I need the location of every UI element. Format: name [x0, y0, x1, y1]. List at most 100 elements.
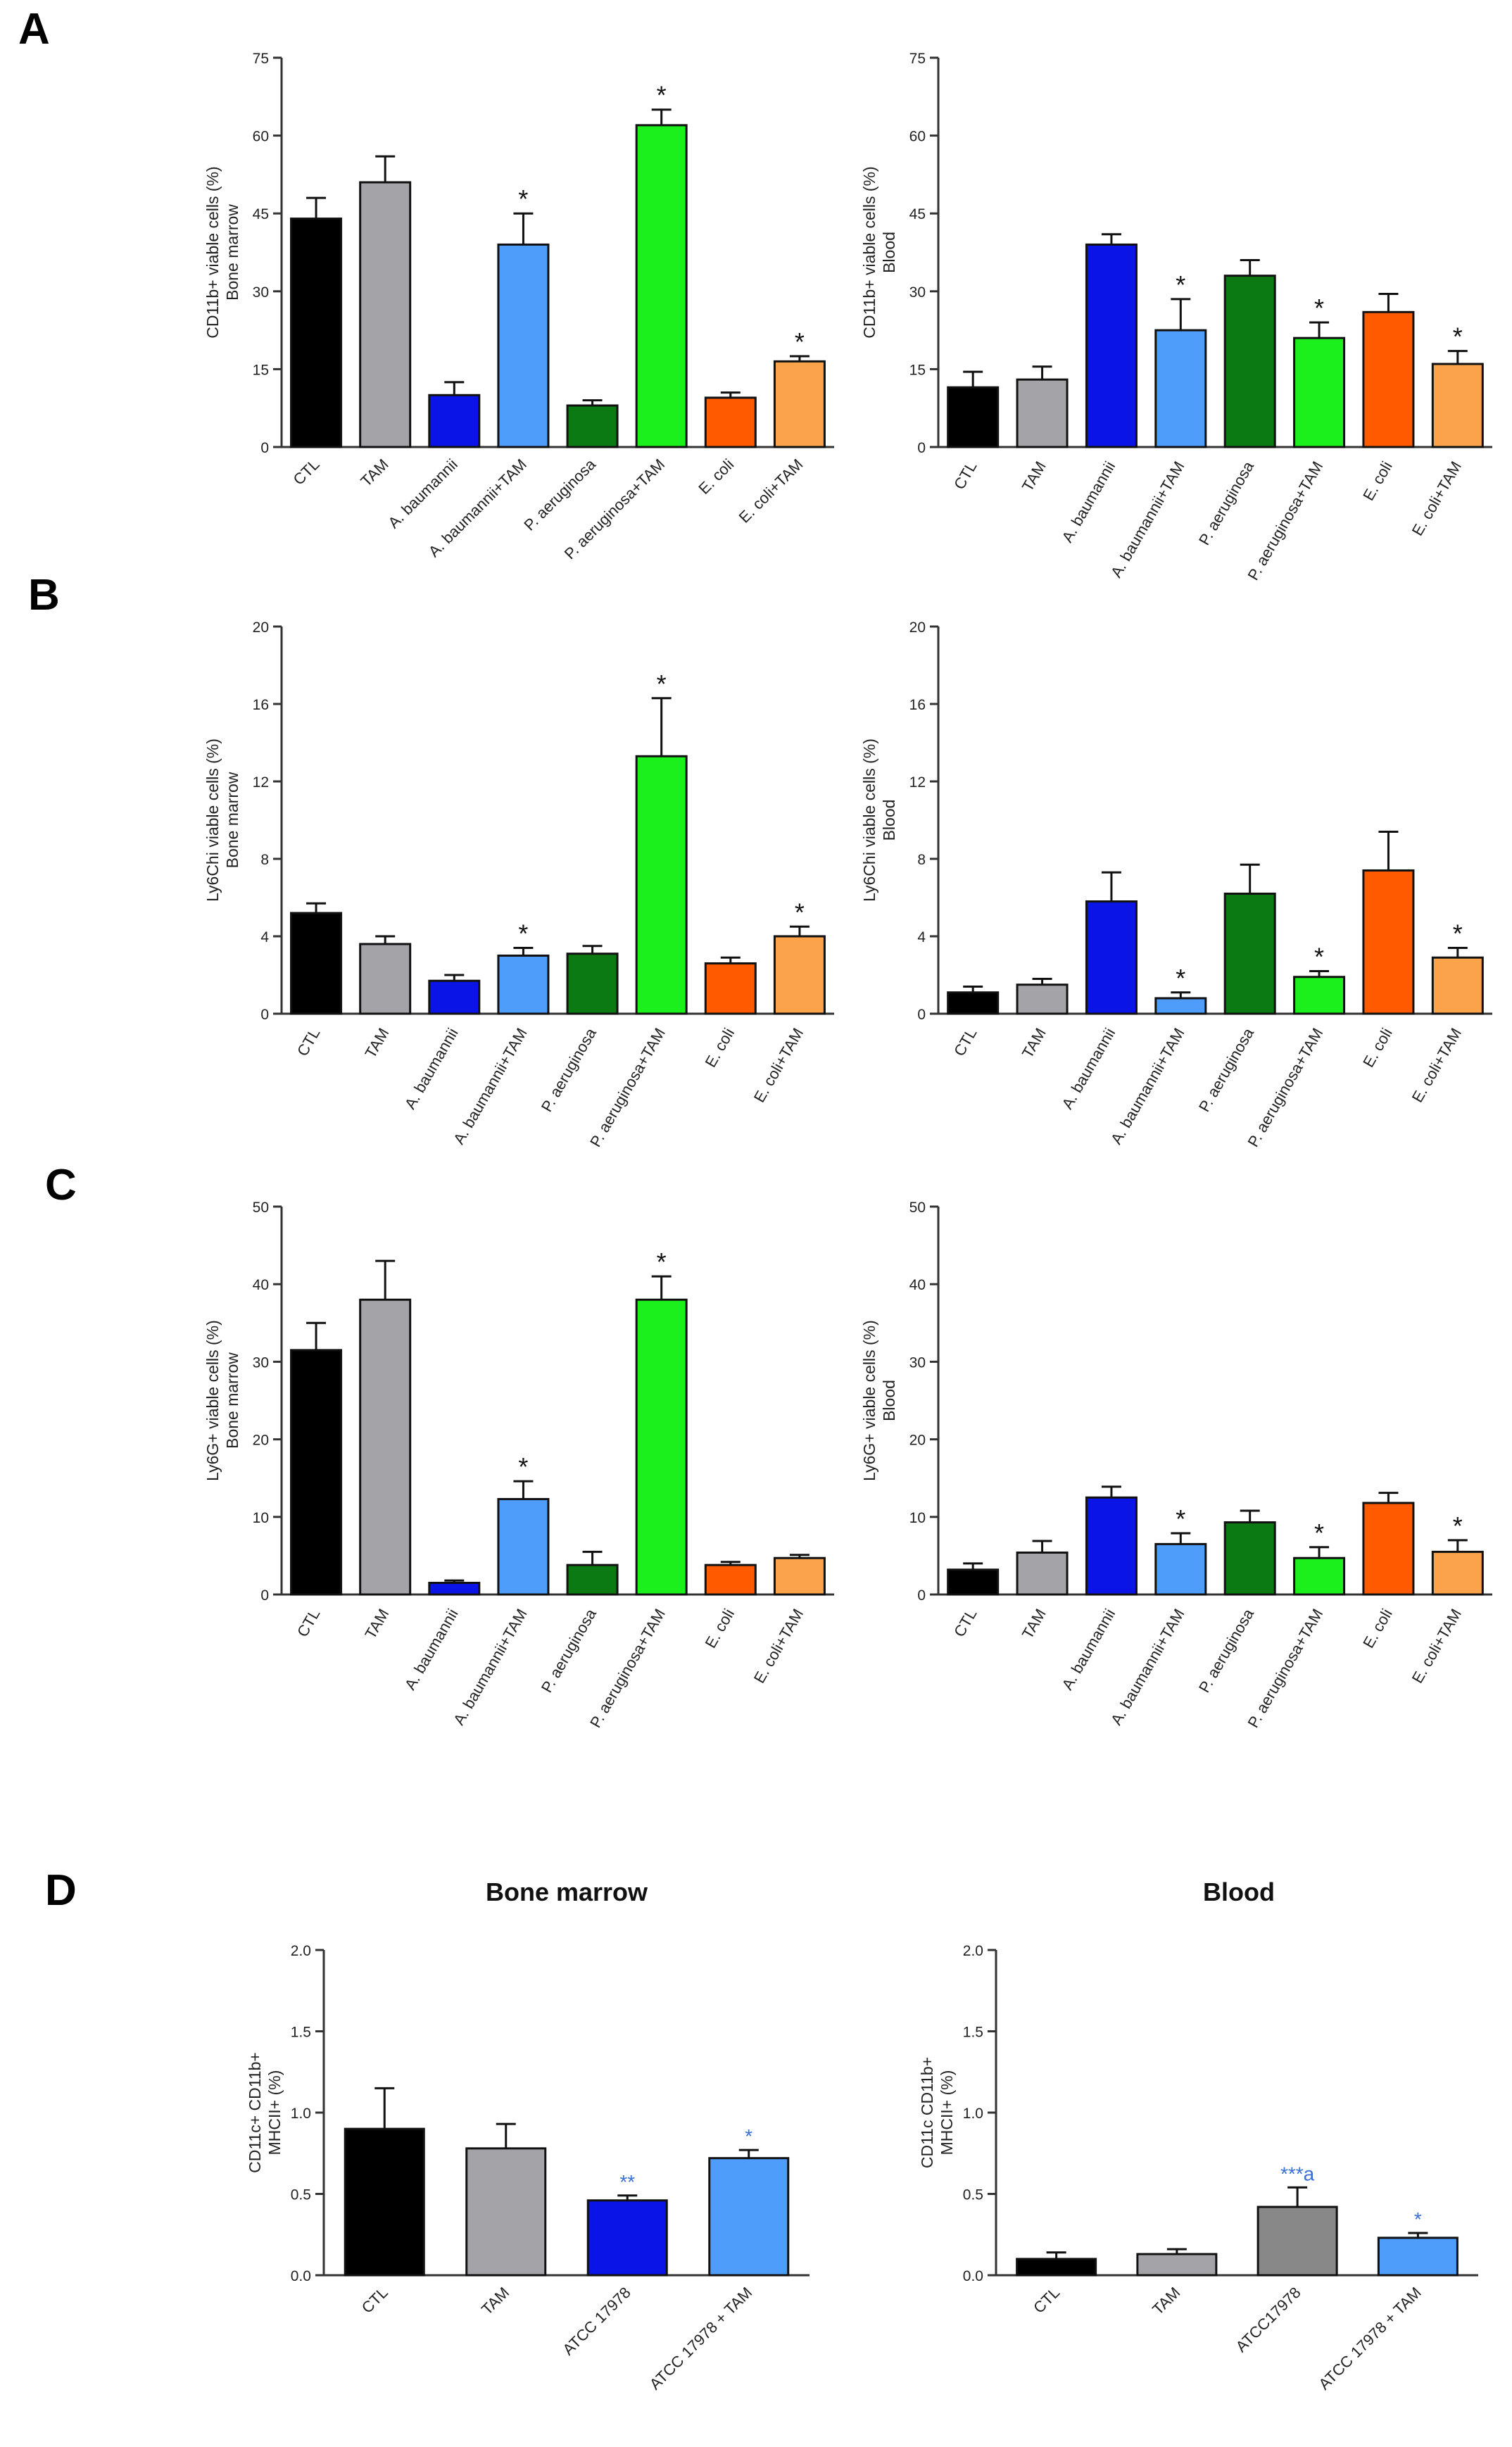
y-tick-label: 30 — [253, 1354, 269, 1371]
significance-marker: * — [1414, 2208, 1422, 2230]
bar — [1293, 1556, 1346, 1596]
y-tick-label: 2.0 — [963, 1943, 983, 1959]
category-label: A. baumannii — [384, 455, 460, 531]
y-tick-label: 0 — [917, 1587, 926, 1604]
y-tick-label: 0 — [260, 1587, 269, 1604]
bar — [1362, 310, 1415, 448]
y-axis-label-line: Bone marrow — [223, 1352, 241, 1449]
significance-marker: * — [745, 2125, 752, 2147]
category-label: A. baumannii — [401, 1025, 462, 1112]
category-label: TAM — [1019, 1606, 1050, 1642]
bar — [290, 218, 343, 448]
significance-marker: * — [1314, 1518, 1324, 1547]
y-tick-label: 1.0 — [963, 2106, 983, 2122]
category-label: E. coli+TAM — [750, 1606, 807, 1686]
category-label: E. coli+TAM — [1409, 458, 1465, 539]
y-tick-label: 50 — [909, 1200, 926, 1216]
y-axis-label-line: Ly6G+ viable cells (%) — [860, 1320, 878, 1481]
significance-marker: * — [518, 1452, 528, 1481]
category-label: P. aeruginosa+TAM — [586, 1025, 669, 1150]
bar — [635, 755, 688, 1015]
significance-marker: * — [1176, 964, 1185, 993]
y-tick-label: 0 — [917, 440, 926, 456]
bar — [773, 935, 826, 1015]
bar — [947, 1568, 1000, 1596]
y-axis-label: Ly6G+ viable cells (%)Bone marrow — [203, 1320, 241, 1481]
panel-letter-b: B — [28, 571, 60, 619]
category-label: CTL — [294, 1025, 323, 1059]
y-tick-label: 0.0 — [963, 2268, 983, 2284]
bar — [428, 979, 481, 1015]
bar — [1154, 997, 1207, 1015]
y-tick-label: 20 — [909, 1433, 926, 1449]
bar — [290, 1349, 343, 1596]
category-label: TAM — [361, 1025, 392, 1061]
category-label: A. baumannii+TAM — [450, 1025, 531, 1147]
y-axis-label-line: Blood — [880, 1380, 898, 1421]
bar — [586, 2199, 668, 2277]
y-tick-label: 15 — [909, 362, 926, 378]
y-tick-label: 8 — [260, 852, 269, 868]
category-label: TAM — [1149, 2284, 1183, 2318]
category-label: P. aeruginosa+TAM — [1244, 1606, 1326, 1731]
y-axis-label-line: CD11c CD11b+ — [918, 2057, 936, 2168]
y-tick-label: 1.0 — [291, 2106, 311, 2122]
y-tick-label: 60 — [253, 129, 269, 145]
significance-marker: * — [657, 669, 667, 698]
y-tick-label: 10 — [909, 1510, 926, 1526]
y-axis-label: CD11c CD11b+MHCII+ (%) — [918, 2057, 956, 2168]
y-axis-label: Ly6Chi viable cells (%)Bone marrow — [203, 738, 241, 902]
category-label: E. coli — [702, 1025, 738, 1070]
y-tick-label: 75 — [253, 51, 269, 67]
y-tick-label: 0 — [260, 1007, 269, 1023]
y-tick-label: 15 — [253, 362, 269, 378]
category-label: A. baumannii+TAM — [1107, 458, 1188, 581]
bar — [290, 912, 343, 1015]
bar — [1377, 2237, 1459, 2277]
bar — [1154, 1542, 1207, 1596]
bar — [1431, 363, 1484, 448]
significance-marker: * — [1314, 943, 1324, 971]
chart-title: Bone marrow — [486, 1877, 648, 1906]
y-axis-label-line: Ly6Chi viable cells (%) — [860, 738, 878, 902]
category-label: CTL — [950, 1025, 980, 1059]
category-label: E. coli — [1359, 1606, 1396, 1651]
panel-letter-c: C — [45, 1161, 77, 1209]
bar — [1085, 243, 1138, 448]
y-tick-label: 40 — [909, 1277, 926, 1293]
bar — [566, 404, 619, 448]
bar — [497, 1497, 550, 1596]
y-axis-label-line: Ly6G+ viable cells (%) — [203, 1320, 222, 1481]
category-label: ATCC 17978 — [559, 2284, 634, 2358]
category-label: P. aeruginosa — [1195, 1024, 1257, 1114]
bar — [635, 124, 688, 448]
category-label: A. baumannii — [1058, 1606, 1119, 1693]
bar — [1136, 2253, 1218, 2277]
category-label: CTL — [950, 458, 980, 492]
category-label: P. aeruginosa — [1195, 458, 1257, 548]
chart-c-left: 0 10 20 30 40 50 Ly6G+ viable cells (%)Bone ma… — [203, 1200, 834, 1731]
bar — [1016, 1551, 1069, 1596]
significance-marker: * — [1453, 1511, 1463, 1540]
chart-d-right: 0.0 0.5 1.0 1.5 2.0 CD11c CD11b+MHCII+ (%) Blo… — [918, 1877, 1478, 2393]
panel-letter-a: A — [18, 5, 50, 54]
bar — [773, 1556, 826, 1596]
bar — [947, 991, 1000, 1015]
bar — [497, 243, 550, 448]
bar — [465, 2147, 547, 2277]
chart-title: Blood — [1203, 1877, 1275, 1906]
y-axis-label: Ly6G+ viable cells (%)Blood — [860, 1320, 898, 1481]
bar — [1256, 2206, 1338, 2277]
y-tick-label: 50 — [253, 1200, 269, 1216]
category-label: E. coli — [702, 1606, 738, 1651]
bar — [1154, 329, 1207, 448]
bar — [1223, 1521, 1276, 1596]
category-label: TAM — [478, 2284, 512, 2318]
y-axis-label-line: MHCII+ (%) — [938, 2070, 956, 2156]
category-label: P. aeruginosa+TAM — [1244, 458, 1326, 584]
bar — [428, 394, 481, 448]
y-tick-label: 45 — [909, 206, 926, 222]
y-axis-label: CD11c+ CD11b+MHCII+ (%) — [246, 2052, 284, 2173]
category-label: E. coli — [1359, 1025, 1396, 1070]
y-tick-label: 1.5 — [291, 2025, 311, 2041]
